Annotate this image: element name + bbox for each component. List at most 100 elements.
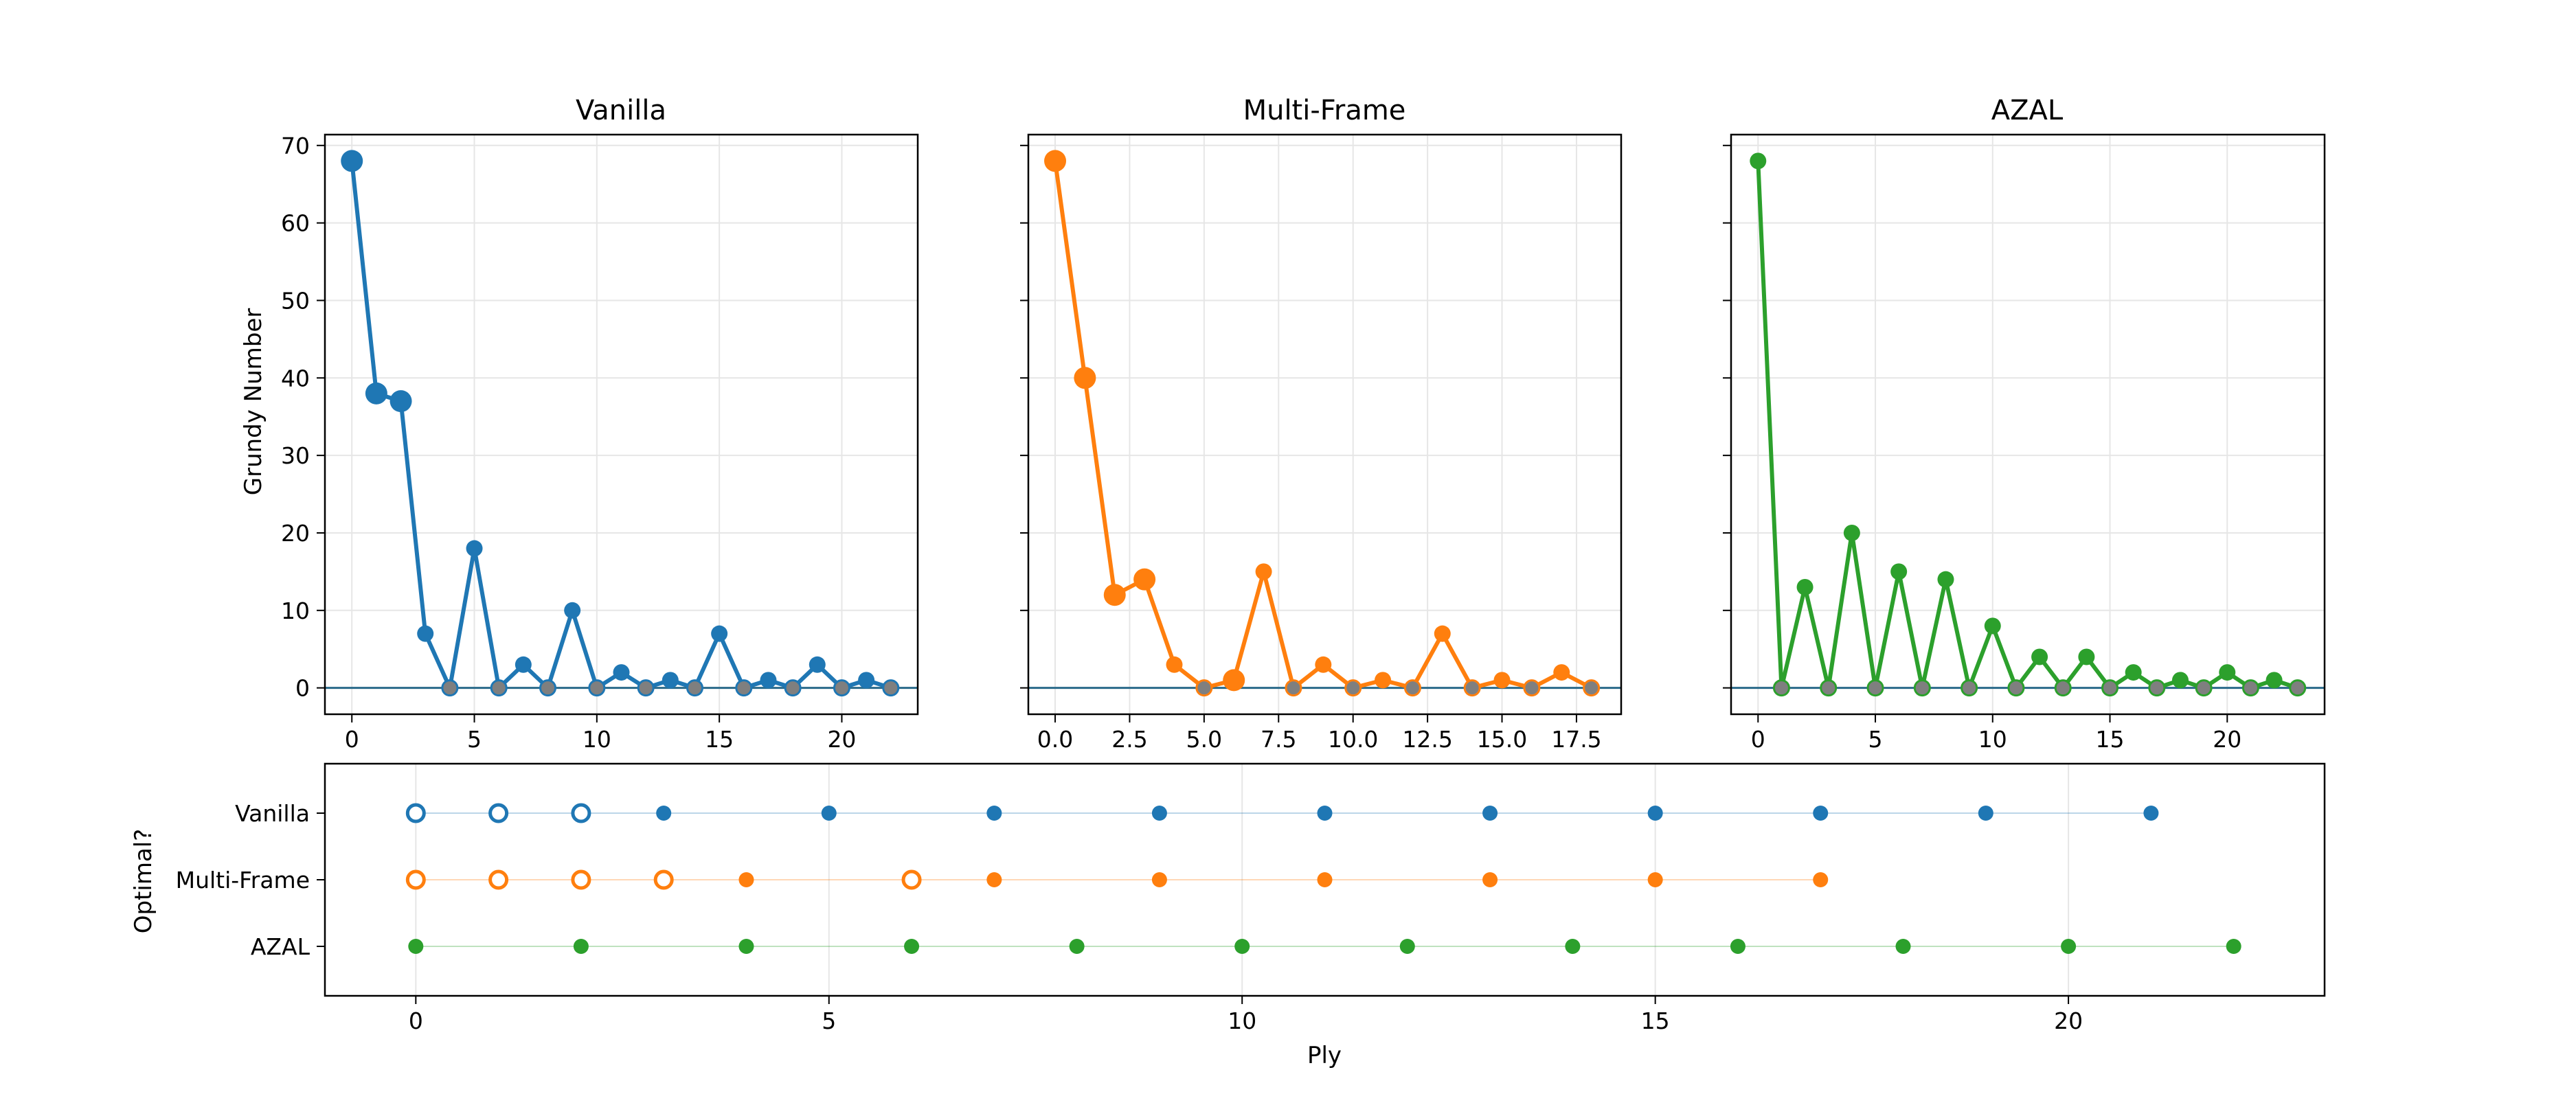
azal-panel: 0 5 10 15 20 AZAL xyxy=(1723,95,2326,753)
optimality-point-optimal xyxy=(1565,939,1581,954)
vanilla-data-point xyxy=(809,656,826,673)
optimality-point-optimal xyxy=(821,806,837,821)
vanilla-data-point xyxy=(711,625,728,642)
azal-data-point xyxy=(2054,679,2072,697)
optimality-point-suboptimal xyxy=(488,869,509,890)
vanilla-x-tick-label: 20 xyxy=(827,726,856,753)
azal-data-point xyxy=(2101,679,2119,697)
optimality-point-optimal xyxy=(1151,806,1167,821)
vanilla-axes-frame xyxy=(324,133,919,716)
azal-data-point xyxy=(2007,679,2025,697)
vanilla-data-point xyxy=(490,679,508,697)
azal-data-point xyxy=(2031,648,2048,665)
vanilla-data-point xyxy=(588,679,606,697)
optimality-row-label: Multi-Frame xyxy=(176,867,310,893)
vanilla-data-point xyxy=(389,390,412,413)
multiframe-data-point xyxy=(1166,656,1183,673)
vanilla-data-point xyxy=(760,672,777,689)
multiframe-data-point xyxy=(1523,679,1541,697)
azal-data-point xyxy=(1796,578,1814,595)
azal-data-point xyxy=(2241,679,2259,697)
optimality-point-optimal xyxy=(904,939,920,954)
optimality-row-label: Vanilla xyxy=(235,800,310,827)
optimality-point-optimal xyxy=(2143,806,2159,821)
vanilla-data-point xyxy=(417,625,434,642)
vanilla-y-tick-label: 10 xyxy=(281,597,310,624)
optimality-x-tick-label: 10 xyxy=(1228,1007,1256,1034)
optimality-panel: 0 5 10 15 20 Vanilla Multi-Frame AZAL Ply Optim… xyxy=(130,762,2326,1069)
multiframe-x-tick-label: 0.0 xyxy=(1037,726,1073,753)
vanilla-data-point xyxy=(686,679,703,697)
optimality-point-optimal xyxy=(656,806,672,821)
azal-data-point xyxy=(2148,679,2166,697)
vanilla-data-point xyxy=(858,672,875,689)
multiframe-x-tick-label: 5.0 xyxy=(1186,726,1222,753)
optimality-x-tick-label: 5 xyxy=(822,1007,836,1034)
optimality-point-optimal xyxy=(1647,872,1663,887)
optimality-row-label: AZAL xyxy=(251,933,310,960)
vanilla-x-tick-label: 15 xyxy=(705,726,734,753)
azal-data-point xyxy=(1772,679,1790,697)
vanilla-panel: 0 5 10 15 20 0 10 20 30 40 50 60 70 Vanilla Grundy N… xyxy=(240,95,919,753)
multiframe-data-point xyxy=(1195,679,1213,697)
azal-x-tick-label: 15 xyxy=(2096,726,2125,753)
vanilla-data-point xyxy=(365,382,387,405)
multiframe-data-point xyxy=(1553,664,1570,681)
azal-axes-frame xyxy=(1730,133,2326,716)
multiframe-data-point xyxy=(1375,672,1392,689)
optimality-point-optimal xyxy=(1399,939,1415,954)
vanilla-y-tick-label: 60 xyxy=(281,210,310,237)
vanilla-data-point xyxy=(539,679,557,697)
multiframe-data-point xyxy=(1074,367,1096,389)
azal-data-point xyxy=(1820,679,1838,697)
multiframe-data-point xyxy=(1223,669,1245,692)
multiframe-title: Multi-Frame xyxy=(1243,95,1406,126)
optimality-point-optimal xyxy=(986,806,1002,821)
azal-data-point xyxy=(2171,672,2189,689)
optimality-point-optimal xyxy=(2226,939,2241,954)
azal-data-point xyxy=(1890,563,1908,580)
multiframe-x-tick-label: 17.5 xyxy=(1551,726,1601,753)
multiframe-panel: 0.0 2.5 5.0 7.5 10.0 12.5 15.0 17.5 Multi-Frame xyxy=(1020,95,1623,753)
multiframe-data-point xyxy=(1583,679,1601,697)
vanilla-data-point xyxy=(833,679,850,697)
vanilla-y-tick-label: 20 xyxy=(281,520,310,547)
ply-x-axis-label: Ply xyxy=(1307,1042,1342,1069)
azal-data-point xyxy=(1866,679,1884,697)
vanilla-y-axis-label: Grundy Number xyxy=(240,308,267,496)
vanilla-y-tick-label: 50 xyxy=(281,287,310,314)
optimality-point-optimal xyxy=(1069,939,1085,954)
optimality-point-optimal xyxy=(1813,872,1829,887)
vanilla-data-point xyxy=(341,150,363,172)
optimality-point-optimal xyxy=(1234,939,1250,954)
multiframe-data-point xyxy=(1315,656,1332,673)
optimality-point-optimal xyxy=(1151,872,1167,887)
vanilla-data-point xyxy=(662,672,679,689)
multiframe-data-point xyxy=(1133,568,1156,591)
optimality-x-tick-label: 20 xyxy=(2054,1007,2083,1034)
azal-data-point xyxy=(2125,664,2142,681)
azal-data-point xyxy=(2289,679,2307,697)
multiframe-x-tick-label: 7.5 xyxy=(1261,726,1296,753)
optimality-point-optimal xyxy=(1730,939,1745,954)
multiframe-data-point xyxy=(1344,679,1362,697)
optimality-point-optimal xyxy=(738,939,754,954)
optimality-x-tick-label: 15 xyxy=(1641,1007,1670,1034)
vanilla-y-tick-label: 0 xyxy=(295,675,310,702)
vanilla-data-point xyxy=(735,679,753,697)
azal-data-point xyxy=(2078,648,2095,665)
azal-x-tick-label: 0 xyxy=(1751,726,1765,753)
azal-data-point xyxy=(1750,152,1767,170)
optimality-point-optimal xyxy=(1895,939,1911,954)
azal-data-point xyxy=(1937,571,1954,588)
multiframe-data-point xyxy=(1434,625,1451,642)
azal-x-tick-label: 20 xyxy=(2213,726,2241,753)
azal-title: AZAL xyxy=(1991,95,2064,126)
multiframe-x-tick-label: 2.5 xyxy=(1111,726,1147,753)
vanilla-title: Vanilla xyxy=(576,95,666,126)
vanilla-data-point xyxy=(564,602,581,619)
vanilla-x-tick-label: 0 xyxy=(345,726,359,753)
multiframe-axes-frame xyxy=(1027,133,1623,716)
azal-data-point xyxy=(2219,664,2236,681)
